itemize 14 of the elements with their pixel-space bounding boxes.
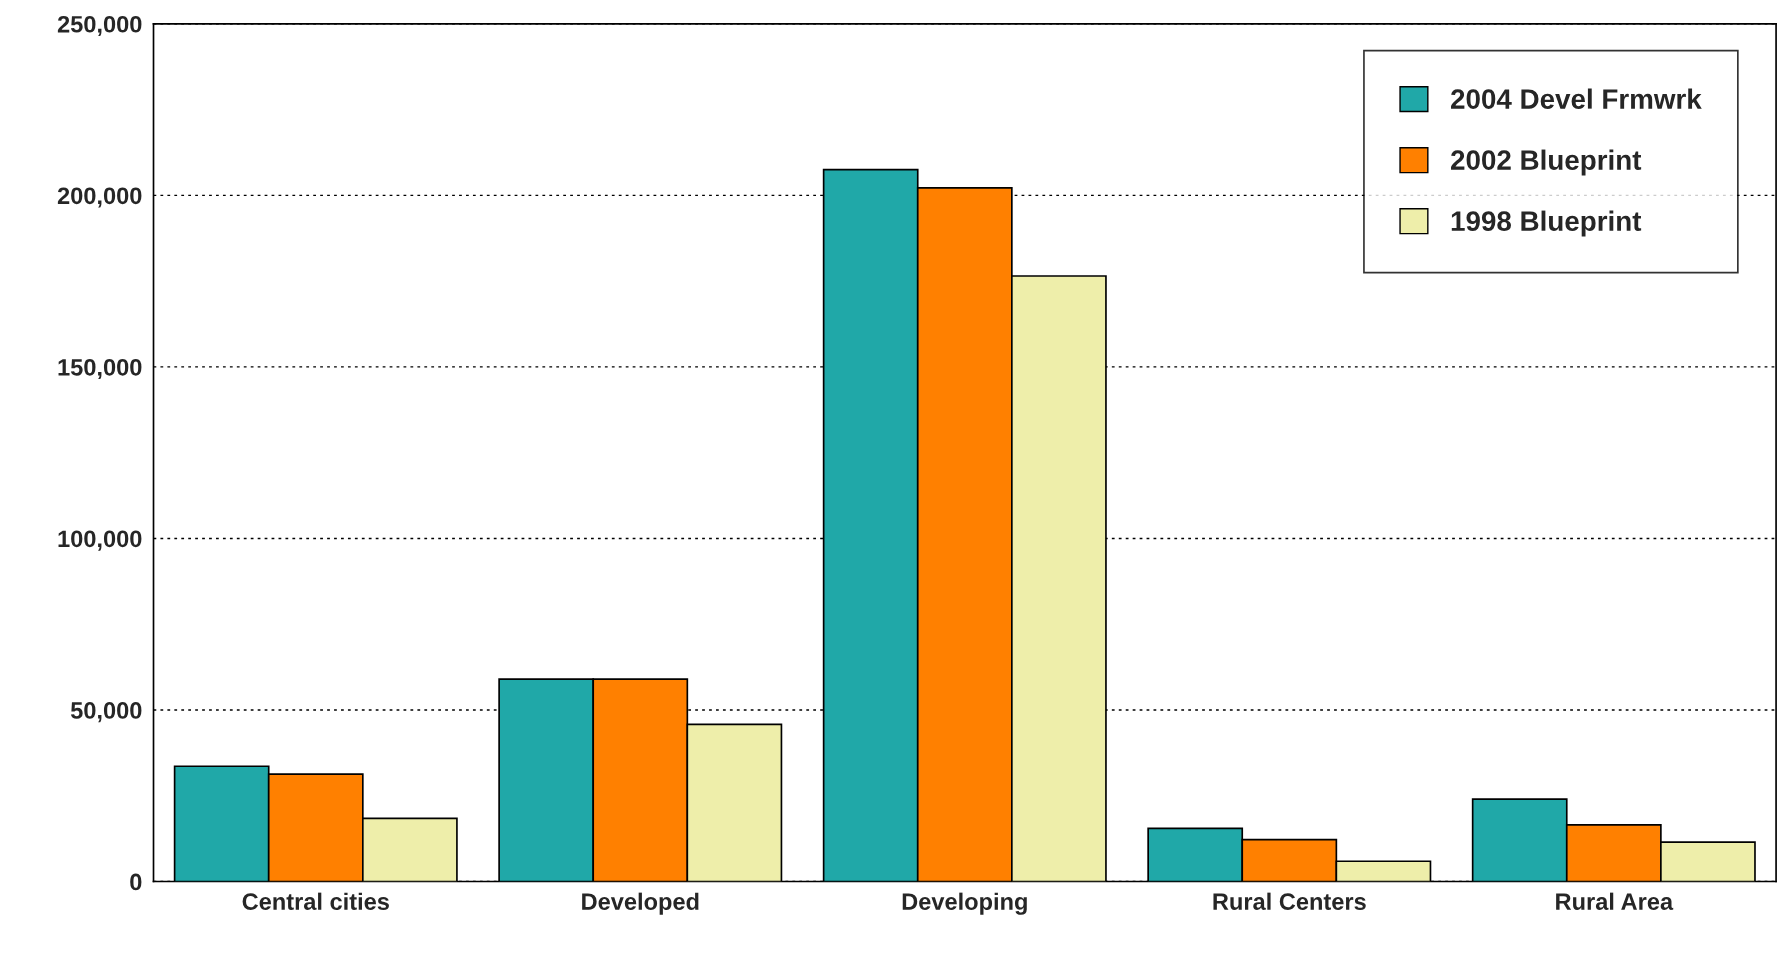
legend-label: 2002 Blueprint	[1451, 149, 1642, 176]
y-tick-label: 0	[130, 873, 142, 891]
x-tick-label: Developing	[902, 892, 1027, 915]
x-tick-label: Rural Area	[1556, 892, 1674, 910]
x-tick-label: Developed	[582, 892, 699, 915]
x-tick-label: Rural Centers	[1213, 892, 1366, 910]
legend-label: 2004 Devel Frmwrk	[1451, 88, 1702, 109]
y-tick-label: 50,000	[70, 702, 142, 723]
x-tick-label: Central cities	[242, 892, 389, 910]
y-tick-label: 250,000	[57, 15, 142, 37]
y-tick-label: 150,000	[58, 358, 142, 380]
y-tick-label: 200,000	[57, 187, 142, 208]
y-tick-label: 100,000	[58, 530, 142, 551]
legend-label: 1998 Blueprint	[1451, 210, 1642, 237]
